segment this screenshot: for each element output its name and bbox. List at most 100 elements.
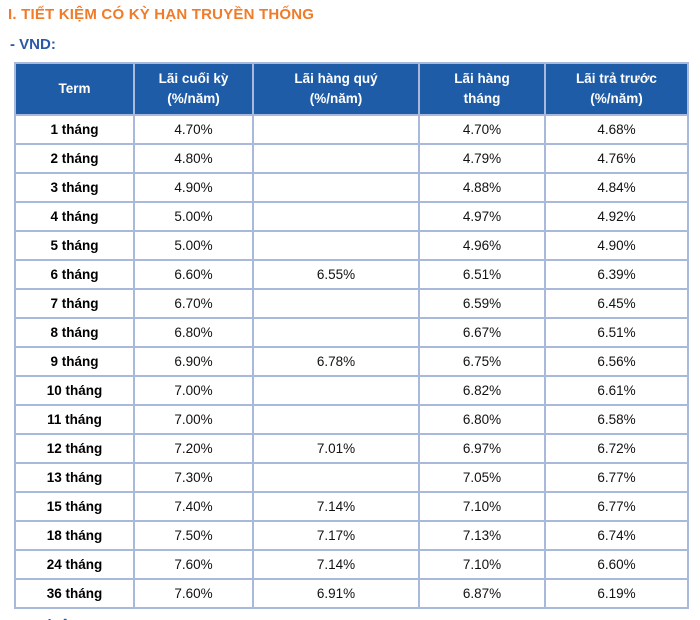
term-cell: 10 tháng [14, 375, 135, 406]
prepaid-rate-cell: 4.84% [544, 172, 689, 203]
currency-label-vnd: - VND: [10, 36, 56, 53]
prepaid-rate-cell: 4.92% [544, 201, 689, 232]
table-row: 9 tháng 6.90% 6.78% 6.75% 6.56% [14, 346, 689, 377]
quarterly-rate-cell: 7.14% [252, 549, 420, 580]
monthly-rate-cell: 4.88% [418, 172, 546, 203]
currency-label-foreign-partial: Ngoại tệ [10, 617, 700, 620]
col-header-term: Term [14, 62, 135, 116]
table-row: 15 tháng 7.40% 7.14% 7.10% 6.77% [14, 491, 689, 522]
quarterly-rate-cell: 6.78% [252, 346, 420, 377]
quarterly-rate-cell [252, 288, 420, 319]
table-row: 6 tháng 6.60% 6.55% 6.51% 6.39% [14, 259, 689, 290]
prepaid-rate-cell: 4.68% [544, 114, 689, 145]
quarterly-rate-cell [252, 404, 420, 435]
monthly-rate-cell: 4.70% [418, 114, 546, 145]
end-of-term-rate-cell: 6.90% [133, 346, 254, 377]
end-of-term-rate-cell: 7.00% [133, 404, 254, 435]
quarterly-rate-cell [252, 317, 420, 348]
table-row: 7 tháng 6.70% 6.59% 6.45% [14, 288, 689, 319]
col-header-end-of-term-rate: Lãi cuối kỳ (%/năm) [133, 62, 254, 116]
end-of-term-rate-cell: 7.60% [133, 549, 254, 580]
table-row: 24 tháng 7.60% 7.14% 7.10% 6.60% [14, 549, 689, 580]
page: I. TIẾT KIỆM CÓ KỲ HẠN TRUYỀN THỐNG - VN… [0, 6, 700, 620]
col-header-monthly-rate: Lãi hàng tháng [418, 62, 546, 116]
end-of-term-rate-cell: 4.70% [133, 114, 254, 145]
monthly-rate-cell: 6.80% [418, 404, 546, 435]
table-row: 36 tháng 7.60% 6.91% 6.87% 6.19% [14, 578, 689, 609]
end-of-term-rate-cell: 7.60% [133, 578, 254, 609]
rate-table: Term Lãi cuối kỳ (%/năm) Lãi hàng quý (%… [14, 62, 689, 609]
term-cell: 6 tháng [14, 259, 135, 290]
term-cell: 3 tháng [14, 172, 135, 203]
col-header-quarterly-rate: Lãi hàng quý (%/năm) [252, 62, 420, 116]
term-cell: 2 tháng [14, 143, 135, 174]
term-cell: 7 tháng [14, 288, 135, 319]
rate-table-body: 1 tháng 4.70% 4.70% 4.68% 2 tháng 4.80% … [14, 114, 689, 609]
table-row: 10 tháng 7.00% 6.82% 6.61% [14, 375, 689, 406]
prepaid-rate-cell: 6.58% [544, 404, 689, 435]
term-cell: 1 tháng [14, 114, 135, 145]
prepaid-rate-cell: 4.90% [544, 230, 689, 261]
quarterly-rate-cell [252, 201, 420, 232]
prepaid-rate-cell: 6.19% [544, 578, 689, 609]
prepaid-rate-cell: 6.56% [544, 346, 689, 377]
term-cell: 8 tháng [14, 317, 135, 348]
monthly-rate-cell: 7.05% [418, 462, 546, 493]
table-row: 18 tháng 7.50% 7.17% 7.13% 6.74% [14, 520, 689, 551]
term-cell: 5 tháng [14, 230, 135, 261]
prepaid-rate-cell: 6.74% [544, 520, 689, 551]
term-cell: 12 tháng [14, 433, 135, 464]
quarterly-rate-cell: 7.14% [252, 491, 420, 522]
table-row: 4 tháng 5.00% 4.97% 4.92% [14, 201, 689, 232]
col-header-prepaid-rate: Lãi trả trước (%/năm) [544, 62, 689, 116]
quarterly-rate-cell [252, 172, 420, 203]
table-row: 3 tháng 4.90% 4.88% 4.84% [14, 172, 689, 203]
monthly-rate-cell: 6.82% [418, 375, 546, 406]
monthly-rate-cell: 4.97% [418, 201, 546, 232]
monthly-rate-cell: 6.51% [418, 259, 546, 290]
end-of-term-rate-cell: 7.20% [133, 433, 254, 464]
quarterly-rate-cell [252, 230, 420, 261]
table-row: 11 tháng 7.00% 6.80% 6.58% [14, 404, 689, 435]
table-row: 1 tháng 4.70% 4.70% 4.68% [14, 114, 689, 145]
monthly-rate-cell: 4.79% [418, 143, 546, 174]
term-cell: 4 tháng [14, 201, 135, 232]
table-row: 13 tháng 7.30% 7.05% 6.77% [14, 462, 689, 493]
monthly-rate-cell: 7.10% [418, 549, 546, 580]
prepaid-rate-cell: 6.39% [544, 259, 689, 290]
prepaid-rate-cell: 4.76% [544, 143, 689, 174]
end-of-term-rate-cell: 4.90% [133, 172, 254, 203]
term-cell: 18 tháng [14, 520, 135, 551]
table-row: 5 tháng 5.00% 4.96% 4.90% [14, 230, 689, 261]
quarterly-rate-cell [252, 462, 420, 493]
quarterly-rate-cell: 6.91% [252, 578, 420, 609]
end-of-term-rate-cell: 7.00% [133, 375, 254, 406]
quarterly-rate-cell [252, 375, 420, 406]
term-cell: 9 tháng [14, 346, 135, 377]
end-of-term-rate-cell: 5.00% [133, 201, 254, 232]
term-cell: 13 tháng [14, 462, 135, 493]
prepaid-rate-cell: 6.60% [544, 549, 689, 580]
quarterly-rate-cell: 6.55% [252, 259, 420, 290]
end-of-term-rate-cell: 4.80% [133, 143, 254, 174]
term-cell: 36 tháng [14, 578, 135, 609]
end-of-term-rate-cell: 5.00% [133, 230, 254, 261]
monthly-rate-cell: 6.67% [418, 317, 546, 348]
prepaid-rate-cell: 6.72% [544, 433, 689, 464]
table-row: 12 tháng 7.20% 7.01% 6.97% 6.72% [14, 433, 689, 464]
monthly-rate-cell: 6.59% [418, 288, 546, 319]
quarterly-rate-cell [252, 114, 420, 145]
quarterly-rate-cell: 7.01% [252, 433, 420, 464]
monthly-rate-cell: 6.75% [418, 346, 546, 377]
monthly-rate-cell: 6.97% [418, 433, 546, 464]
term-cell: 24 tháng [14, 549, 135, 580]
end-of-term-rate-cell: 6.70% [133, 288, 254, 319]
end-of-term-rate-cell: 7.50% [133, 520, 254, 551]
table-row: 8 tháng 6.80% 6.67% 6.51% [14, 317, 689, 348]
prepaid-rate-cell: 6.51% [544, 317, 689, 348]
quarterly-rate-cell: 7.17% [252, 520, 420, 551]
term-cell: 15 tháng [14, 491, 135, 522]
monthly-rate-cell: 7.13% [418, 520, 546, 551]
prepaid-rate-cell: 6.77% [544, 491, 689, 522]
table-header-row: Term Lãi cuối kỳ (%/năm) Lãi hàng quý (%… [14, 62, 689, 116]
